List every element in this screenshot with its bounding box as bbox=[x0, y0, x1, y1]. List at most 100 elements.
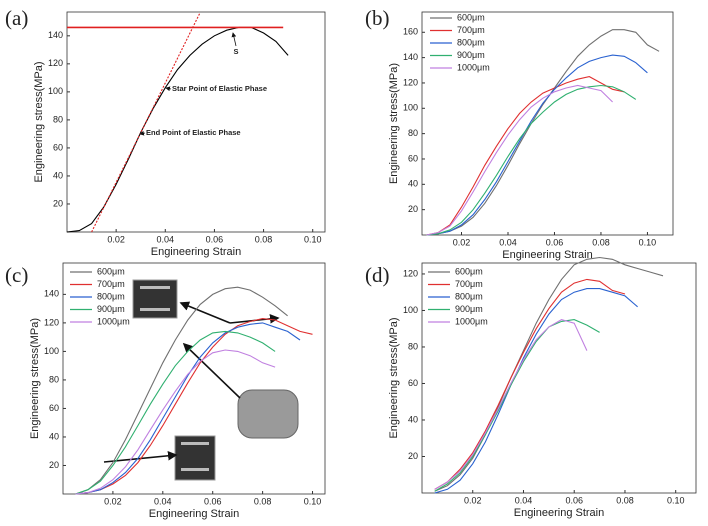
plot-frame bbox=[421, 262, 697, 494]
annotation: Star Point of Elastic Phase bbox=[172, 84, 267, 93]
x-tick-label: 0.10 bbox=[304, 234, 322, 244]
series-line bbox=[75, 349, 276, 495]
y-tick-label: 120 bbox=[44, 317, 59, 327]
x-tick-label: 0.04 bbox=[157, 234, 175, 244]
legend-label: 1000μm bbox=[455, 316, 488, 326]
series-line bbox=[434, 319, 588, 490]
x-tick-label: 0.06 bbox=[546, 237, 564, 247]
legend-label: 600μm bbox=[97, 266, 125, 276]
series-line bbox=[434, 319, 600, 492]
series-line bbox=[426, 84, 637, 236]
legend-label: 700μm bbox=[97, 279, 125, 289]
series-line bbox=[75, 286, 288, 495]
x-tick-label: 0.04 bbox=[154, 496, 172, 506]
series-line bbox=[91, 13, 201, 233]
y-tick-label: 60 bbox=[408, 378, 418, 388]
annotation-arrow bbox=[231, 32, 237, 47]
panel-label: (c) bbox=[5, 263, 28, 287]
y-tick-label: 40 bbox=[408, 414, 418, 424]
x-tick-label: 0.04 bbox=[515, 495, 533, 505]
x-tick-label: 0.10 bbox=[304, 496, 322, 506]
x-axis-title: Engineering Strain bbox=[502, 249, 593, 261]
legend-label: 900μm bbox=[457, 50, 485, 60]
annotation-arrow bbox=[165, 86, 172, 92]
legend-label: 600μm bbox=[457, 12, 485, 22]
y-tick-label: 20 bbox=[408, 451, 418, 461]
x-tick-label: 0.10 bbox=[667, 495, 685, 505]
annotation-arrow bbox=[139, 130, 146, 136]
y-tick-label: 80 bbox=[49, 374, 59, 384]
legend-label: 1000μm bbox=[97, 316, 130, 326]
x-tick-label: 0.02 bbox=[453, 237, 471, 247]
y-tick-label: 40 bbox=[49, 431, 59, 441]
y-tick-label: 40 bbox=[53, 170, 63, 180]
x-tick-label: 0.08 bbox=[255, 234, 273, 244]
y-axis-title: Engineering stress(MPa) bbox=[388, 317, 400, 438]
annotation: S bbox=[233, 47, 238, 56]
series-line bbox=[75, 318, 313, 495]
legend-label: 900μm bbox=[455, 304, 483, 314]
y-tick-label: 60 bbox=[49, 403, 59, 413]
x-tick-label: 0.02 bbox=[107, 234, 125, 244]
x-tick-label: 0.06 bbox=[206, 234, 224, 244]
series-line bbox=[75, 330, 276, 495]
legend-label: 700μm bbox=[455, 279, 483, 289]
x-tick-label: 0.06 bbox=[565, 495, 583, 505]
panel-label: (a) bbox=[5, 6, 28, 30]
y-tick-label: 160 bbox=[403, 27, 418, 37]
series-line bbox=[434, 256, 664, 492]
y-tick-label: 120 bbox=[48, 58, 63, 68]
series-line bbox=[426, 54, 648, 236]
y-tick-label: 140 bbox=[48, 30, 63, 40]
plot-frame bbox=[421, 11, 674, 236]
x-tick-label: 0.08 bbox=[616, 495, 634, 505]
y-tick-label: 20 bbox=[49, 460, 59, 470]
x-tick-label: 0.08 bbox=[592, 237, 610, 247]
specimen-photos bbox=[103, 279, 299, 481]
y-tick-label: 140 bbox=[44, 289, 59, 299]
y-tick-label: 20 bbox=[53, 198, 63, 208]
x-axis-title: Engineering Strain bbox=[151, 246, 242, 258]
x-tick-label: 0.02 bbox=[104, 496, 122, 506]
x-tick-label: 0.02 bbox=[464, 495, 482, 505]
y-axis-title: Engineering stress(MPa) bbox=[29, 318, 41, 439]
y-tick-label: 100 bbox=[403, 305, 418, 315]
legend-label: 700μm bbox=[457, 25, 485, 35]
y-tick-label: 80 bbox=[53, 114, 63, 124]
legend-label: 600μm bbox=[455, 266, 483, 276]
y-tick-label: 100 bbox=[44, 346, 59, 356]
y-axis-title: Engineering stress(MPa) bbox=[33, 61, 45, 182]
y-axis-title: Engineering stress(MPa) bbox=[388, 63, 400, 184]
x-tick-label: 0.08 bbox=[254, 496, 272, 506]
y-tick-label: 80 bbox=[408, 128, 418, 138]
y-tick-label: 40 bbox=[408, 179, 418, 189]
y-tick-label: 20 bbox=[408, 204, 418, 214]
series-line bbox=[426, 29, 660, 236]
y-tick-label: 60 bbox=[408, 153, 418, 163]
x-axis-title: Engineering Strain bbox=[149, 508, 240, 520]
y-tick-label: 60 bbox=[53, 142, 63, 152]
y-tick-label: 80 bbox=[408, 341, 418, 351]
series-line bbox=[426, 84, 613, 236]
y-tick-label: 100 bbox=[48, 86, 63, 96]
x-axis-title: Engineering Strain bbox=[514, 507, 605, 519]
y-tick-label: 100 bbox=[403, 103, 418, 113]
legend-label: 1000μm bbox=[457, 62, 490, 72]
y-tick-label: 120 bbox=[403, 77, 418, 87]
legend-label: 900μm bbox=[97, 304, 125, 314]
plot-frame bbox=[62, 262, 326, 495]
y-tick-label: 120 bbox=[403, 268, 418, 278]
panel-label: (d) bbox=[365, 263, 390, 287]
legend-label: 800μm bbox=[457, 37, 485, 47]
annotation: End Point of Elastic Phase bbox=[146, 128, 241, 137]
series-line bbox=[434, 288, 638, 494]
x-tick-label: 0.10 bbox=[639, 237, 657, 247]
legend-label: 800μm bbox=[455, 291, 483, 301]
plot-frame bbox=[66, 11, 326, 233]
x-tick-label: 0.04 bbox=[499, 237, 517, 247]
series-line bbox=[426, 76, 625, 236]
legend-label: 800μm bbox=[97, 291, 125, 301]
x-tick-label: 0.06 bbox=[204, 496, 222, 506]
y-tick-label: 140 bbox=[403, 52, 418, 62]
